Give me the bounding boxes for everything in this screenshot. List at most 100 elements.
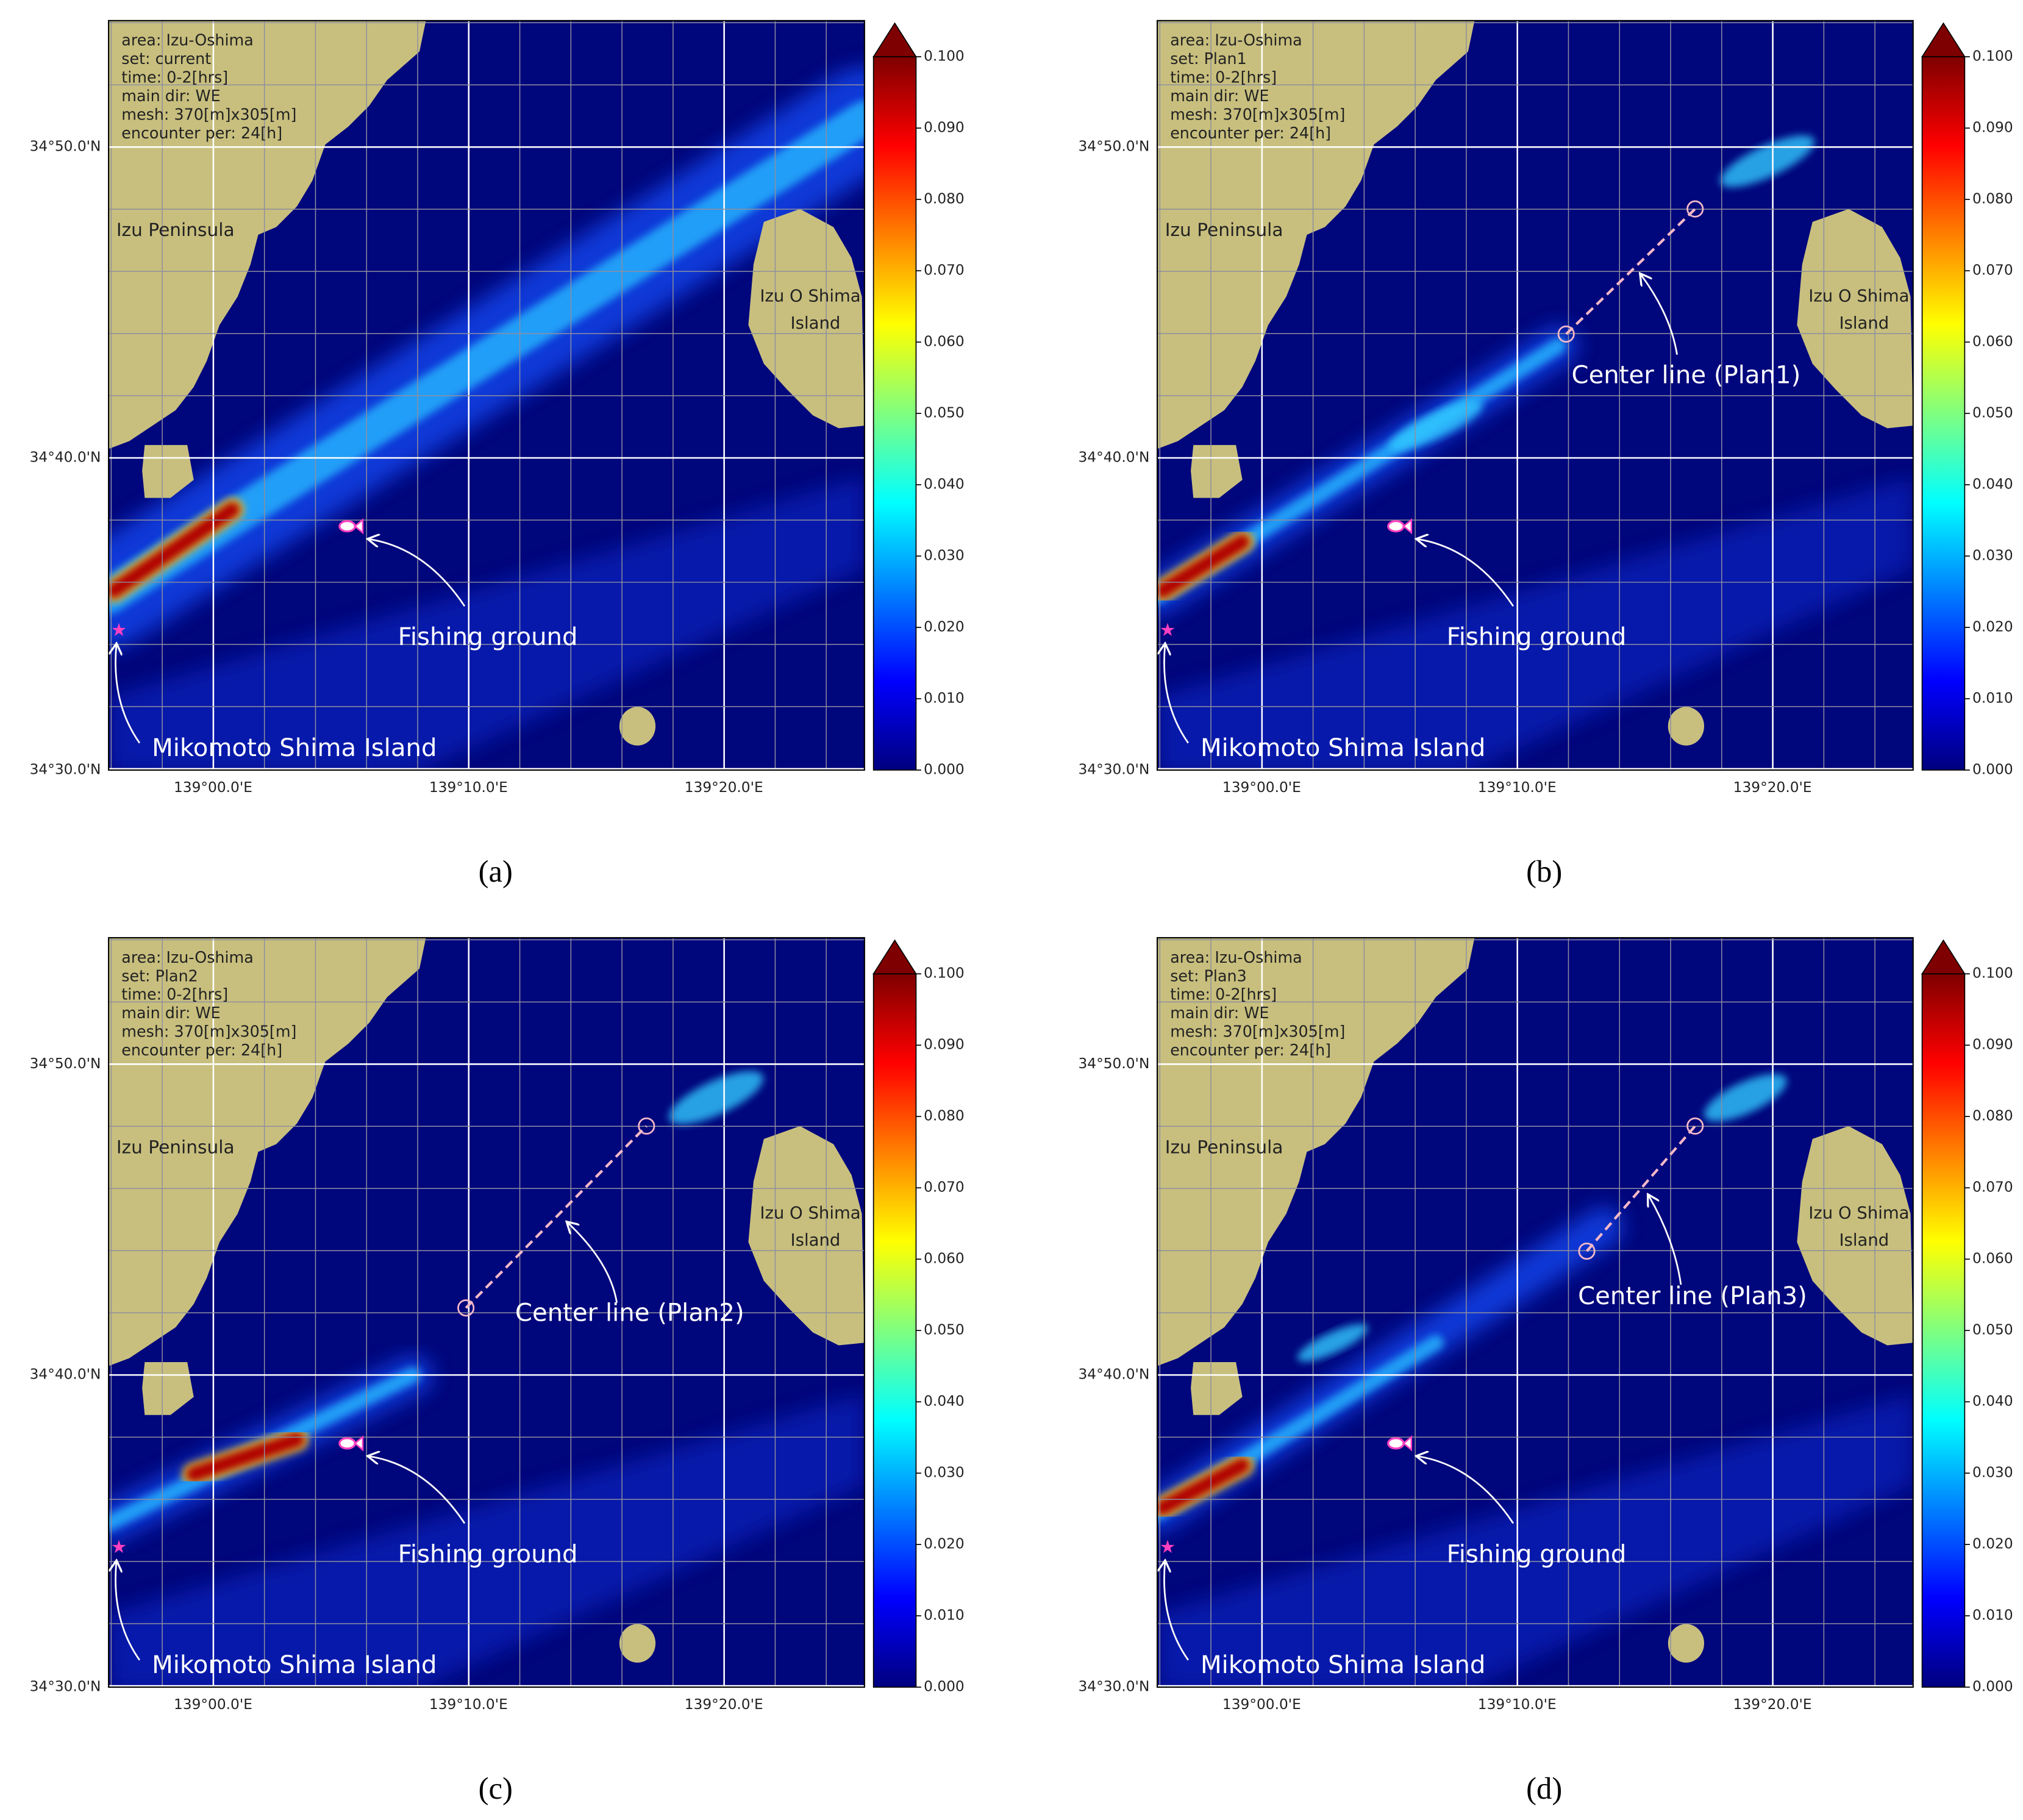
colorbar-tick-label: 0.000: [924, 761, 965, 777]
colorbar-extend: [1921, 22, 1966, 57]
map: [109, 20, 865, 770]
colorbar-tick-label: 0.040: [924, 1393, 965, 1410]
land: [1668, 707, 1705, 746]
lower-lane: [1157, 477, 1913, 770]
place-label: Izu Peninsula: [116, 1137, 235, 1157]
caption: (b): [1526, 854, 1562, 888]
y-tick-label: 34°40.0'N: [1079, 1366, 1150, 1383]
colorbar-tick-label: 0.080: [1972, 191, 2013, 207]
colorbar: [872, 56, 917, 771]
y-tick-label: 34°30.0'N: [30, 1679, 101, 1695]
land: [109, 937, 426, 1366]
colorbar-tick-label: 0.040: [1972, 1393, 2013, 1410]
waypoint: [1557, 325, 1575, 343]
y-tick-label: 34°40.0'N: [30, 1366, 101, 1383]
y-tick-label: 34°30.0'N: [1079, 1679, 1150, 1695]
x-tick-label: 139°00.0'E: [1222, 1696, 1301, 1713]
colorbar-tick-label: 0.010: [1972, 1607, 2013, 1624]
star-icon: ★: [111, 619, 127, 640]
colorbar-tick-label: 0.030: [924, 1465, 965, 1481]
land: [1797, 209, 1913, 429]
colorbar-tick-label: 0.090: [924, 1037, 965, 1053]
colorbar-tick-label: 0.020: [924, 1536, 965, 1552]
x-tick-label: 139°10.0'E: [1478, 1696, 1557, 1713]
colorbar-tick-label: 0.070: [924, 262, 965, 279]
colorbar-tick-label: 0.050: [1972, 405, 2013, 421]
info-text: main dir: WE: [1170, 87, 1269, 105]
density-blob: [1704, 1074, 1787, 1122]
info-text: set: current: [121, 49, 211, 68]
info-text: main dir: WE: [121, 87, 220, 105]
info-text: main dir: WE: [121, 1004, 220, 1022]
colorbar-tick-label: 0.060: [1972, 334, 2013, 350]
info-text: time: 0-2[hrs]: [121, 68, 228, 87]
fishing-icon: [1387, 1437, 1405, 1450]
info-text: time: 0-2[hrs]: [121, 985, 228, 1004]
place-label: Izu O Shima: [760, 1204, 860, 1223]
y-tick-label: 34°30.0'N: [1079, 761, 1150, 777]
land: [1797, 1126, 1913, 1346]
map-frame: [108, 937, 865, 1688]
place-label: Island: [1839, 313, 1889, 333]
density-blob: [1720, 135, 1815, 187]
arrow: [568, 1223, 618, 1303]
colorbar-tick-label: 0.030: [1972, 1465, 2013, 1481]
x-tick-label: 139°00.0'E: [174, 1696, 252, 1713]
colorbar-tick-label: 0.100: [924, 48, 965, 65]
arrow: [1641, 275, 1678, 355]
info-text: encounter per: 24[h]: [121, 124, 282, 142]
colorbar-tick-label: 0.040: [924, 476, 965, 493]
annotation: Mikomoto Shima Island: [152, 1651, 437, 1679]
place-label: Izu O Shima: [760, 287, 860, 306]
waypoint: [1686, 200, 1704, 218]
caption: (a): [479, 854, 513, 888]
map: [109, 937, 865, 1688]
place-label: Island: [791, 1230, 841, 1250]
colorbar-tick-label: 0.060: [924, 334, 965, 350]
x-tick-label: 139°10.0'E: [429, 1696, 508, 1713]
fishing-icon: [354, 1435, 364, 1452]
x-tick-label: 139°20.0'E: [1733, 1696, 1812, 1713]
colorbar-tick-label: 0.000: [924, 1679, 965, 1695]
traffic-density: [186, 1432, 305, 1482]
colorbar: [1921, 973, 1966, 1688]
lower-lane: [109, 1394, 865, 1688]
colorbar-tick-label: 0.020: [1972, 1536, 2013, 1552]
star-icon: ★: [1160, 619, 1176, 640]
info-text: mesh: 370[m]x305[m]: [121, 1022, 296, 1041]
info-text: area: Izu-Oshima: [121, 31, 254, 49]
x-tick-label: 139°10.0'E: [429, 779, 508, 796]
colorbar-tick-label: 0.100: [1972, 965, 2013, 982]
y-tick-label: 34°50.0'N: [30, 138, 101, 155]
x-tick-label: 139°20.0'E: [685, 1696, 763, 1713]
map-frame: [108, 20, 865, 771]
info-text: time: 0-2[hrs]: [1170, 68, 1277, 87]
colorbar-tick-label: 0.030: [1972, 548, 2013, 564]
colorbar-tick-label: 0.030: [924, 548, 965, 564]
info-text: area: Izu-Oshima: [121, 948, 254, 966]
colorbar-tick-label: 0.060: [1972, 1251, 2013, 1267]
place-label: Izu O Shima: [1808, 1204, 1909, 1223]
arrow: [116, 1562, 141, 1661]
land: [619, 707, 656, 746]
caption: (d): [1526, 1771, 1562, 1805]
x-tick-label: 139°00.0'E: [1222, 779, 1301, 796]
colorbar-tick-label: 0.070: [1972, 262, 2013, 279]
annotation: Fishing ground: [398, 1540, 578, 1568]
place-label: Island: [791, 313, 841, 333]
arrow: [1164, 1562, 1189, 1661]
y-tick-label: 34°30.0'N: [30, 761, 101, 777]
colorbar-tick-label: 0.060: [924, 1251, 965, 1267]
land: [1157, 20, 1475, 449]
annotation: Center line (Plan1): [1572, 362, 1801, 390]
arrow: [369, 1456, 466, 1524]
info-text: set: Plan1: [1170, 49, 1247, 68]
lower-lane: [109, 477, 865, 770]
colorbar-tick-label: 0.050: [924, 405, 965, 421]
